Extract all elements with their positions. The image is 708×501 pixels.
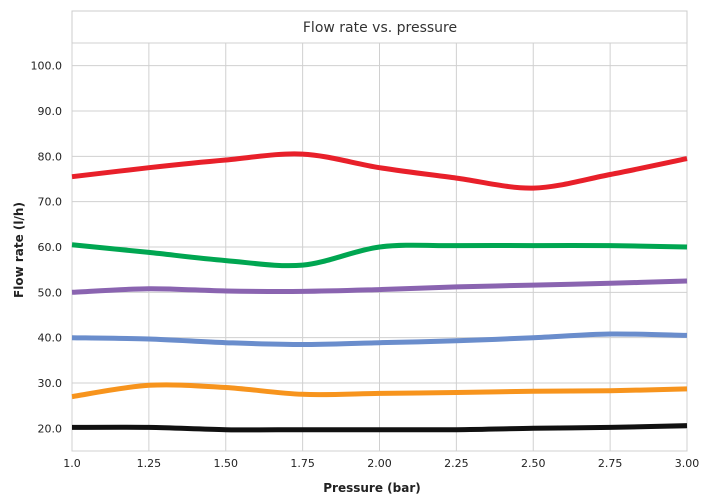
x-tick-label: 2.75 <box>598 457 623 470</box>
y-tick-label: 30.0 <box>38 377 63 390</box>
series-line-6 <box>71 423 688 433</box>
y-axis-title: Flow rate (l/h) <box>12 202 26 298</box>
x-tick-label: 1.25 <box>137 457 162 470</box>
y-tick-label: 50.0 <box>38 286 63 299</box>
series-line-1 <box>71 151 688 191</box>
series-line-5 <box>71 382 688 400</box>
series-lines <box>71 151 688 433</box>
x-tick-label: 1.75 <box>290 457 315 470</box>
chart-title: Flow rate vs. pressure <box>303 20 457 36</box>
y-tick-label: 70.0 <box>38 196 63 209</box>
x-tick-label: 3.00 <box>675 457 700 470</box>
x-tick-label: 1.0 <box>63 457 81 470</box>
x-axis-ticks: 1.0 1.25 1.50 1.75 2.00 2.25 2.50 2.75 3.00 <box>63 457 699 470</box>
y-tick-label: 80.0 <box>38 150 63 163</box>
y-tick-label: 100.0 <box>31 60 63 73</box>
series-line-3 <box>71 278 688 295</box>
y-axis-ticks: 20.0 30.0 40.0 50.0 60.0 70.0 80.0 90.0 100.0 <box>31 60 63 436</box>
y-tick-label: 20.0 <box>38 422 63 435</box>
x-tick-label: 2.00 <box>367 457 392 470</box>
title-box <box>71 10 688 44</box>
series-line-2 <box>71 242 688 269</box>
y-tick-label: 90.0 <box>38 105 63 118</box>
x-axis-title: Pressure (bar) <box>323 481 421 495</box>
y-tick-label: 40.0 <box>38 332 63 345</box>
x-tick-label: 2.50 <box>521 457 546 470</box>
x-tick-label: 2.25 <box>444 457 469 470</box>
x-tick-label: 1.50 <box>214 457 239 470</box>
series-line-4 <box>71 331 688 347</box>
y-tick-label: 60.0 <box>38 241 63 254</box>
